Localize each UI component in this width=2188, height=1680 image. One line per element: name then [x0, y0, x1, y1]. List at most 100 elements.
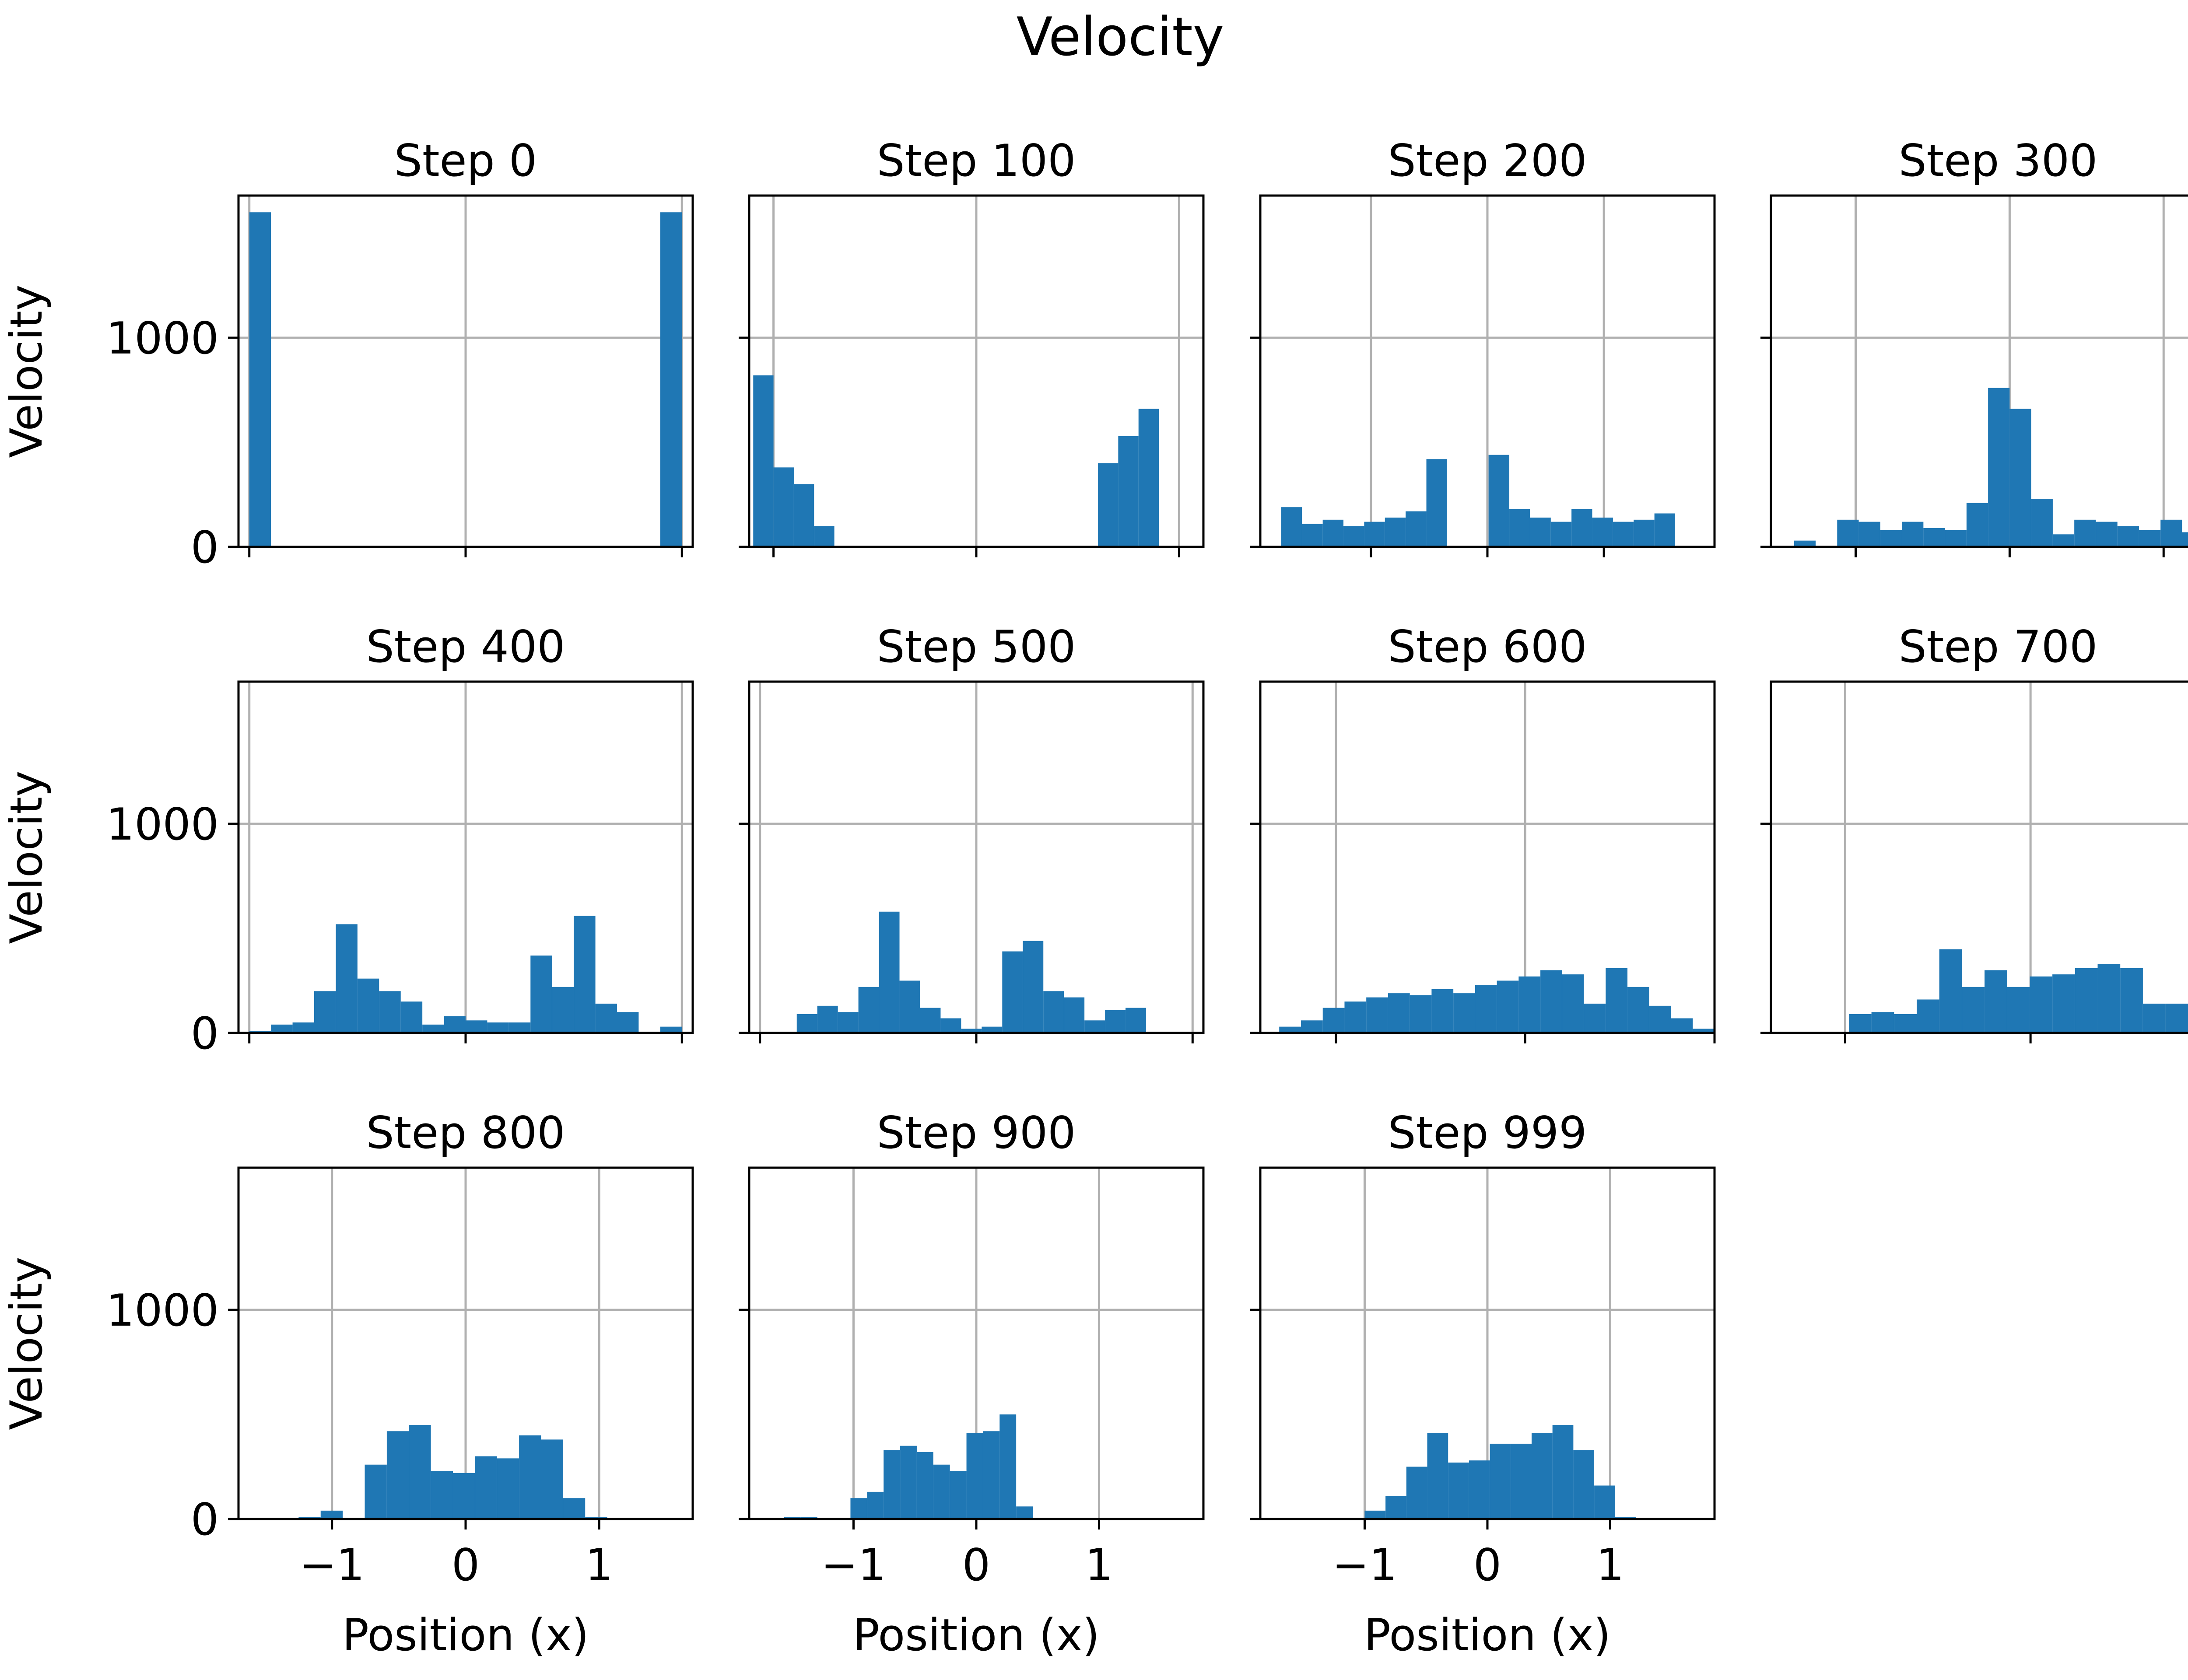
histogram-bar: [1366, 997, 1388, 1033]
axes-frame: [1770, 680, 2188, 1034]
histogram-bar: [2030, 976, 2053, 1033]
histogram-bar: [1016, 1506, 1033, 1519]
y-tick-label: 0: [191, 522, 219, 573]
histogram-bar: [1584, 1004, 1606, 1033]
histogram-bar: [1613, 522, 1634, 547]
histogram-bar: [940, 1018, 961, 1033]
histogram-bar: [1540, 970, 1562, 1033]
histogram-bar: [1917, 999, 1939, 1033]
histogram-bar: [422, 1024, 444, 1033]
subplot-2: [739, 194, 1205, 557]
histogram-bar: [1592, 518, 1613, 547]
x-tick-label: 0: [452, 1539, 480, 1591]
histogram-bar: [933, 1464, 950, 1519]
axes-frame: [1259, 680, 1716, 1034]
histogram-bar: [1562, 974, 1584, 1033]
histogram-bar: [1634, 519, 1655, 547]
histogram-bar: [1043, 991, 1064, 1033]
histogram-bar: [552, 987, 574, 1033]
histogram-bar: [379, 991, 401, 1033]
histogram-bar: [1385, 1496, 1406, 1519]
y-axis-label: Velocity: [0, 1256, 52, 1430]
y-tick-label: 1000: [106, 1284, 219, 1336]
histogram-bar: [1098, 463, 1119, 547]
histogram-bar: [916, 1452, 933, 1519]
histogram-bar: [753, 375, 774, 547]
histogram-bar: [2142, 1004, 2166, 1033]
histogram-bar: [1344, 1001, 1367, 1033]
subplot-4: [1760, 194, 2188, 557]
histogram-bar: [1322, 519, 1344, 547]
histogram-bar: [1490, 1443, 1511, 1519]
histogram-bar: [2139, 530, 2161, 547]
histogram-bar: [1649, 1005, 1671, 1033]
subplot-10: [739, 1166, 1205, 1530]
histogram-bar: [1573, 1450, 1595, 1519]
subplot-9: [228, 1166, 694, 1530]
histogram-bar: [884, 1450, 901, 1519]
histogram-bar: [2031, 499, 2053, 547]
histogram-bar: [2117, 526, 2139, 547]
histogram-bar: [475, 1456, 497, 1519]
subplot-3: [1250, 194, 1716, 557]
histogram-bar: [1923, 528, 1945, 547]
histogram-bar: [409, 1424, 431, 1519]
histogram-bar: [2096, 522, 2118, 547]
histogram-bar: [1385, 518, 1406, 547]
histogram-bar: [1693, 1029, 1715, 1033]
histogram-bar: [357, 978, 379, 1033]
histogram-bar: [1858, 522, 1880, 547]
panel-title: Step 900: [877, 1107, 1076, 1158]
x-tick-label: −1: [821, 1539, 886, 1591]
x-tick-label: 1: [585, 1539, 613, 1591]
histogram-bar: [1880, 530, 1902, 547]
x-axis-label: Position (x): [342, 1609, 589, 1661]
histogram-bar: [1594, 1485, 1615, 1519]
histogram-bar: [1469, 1460, 1490, 1519]
histogram-bar: [1531, 1433, 1553, 1519]
histogram-bar: [530, 956, 552, 1033]
histogram-bar: [660, 1026, 682, 1033]
histogram-bar: [1627, 987, 1649, 1033]
subplot-5: [228, 680, 694, 1043]
histogram-bar: [1118, 436, 1139, 547]
x-axis-label: Position (x): [853, 1609, 1100, 1661]
histogram-bar: [1448, 1462, 1469, 1519]
histogram-bar: [1509, 509, 1530, 547]
x-tick-label: −1: [1332, 1539, 1397, 1591]
histogram-bar: [1518, 976, 1541, 1033]
histogram-bar: [574, 916, 596, 1033]
histogram-bar: [773, 467, 794, 547]
panel-title: Step 400: [366, 621, 565, 672]
subplot-7: [1250, 680, 1716, 1043]
histogram-bar: [2052, 534, 2075, 547]
histogram-bar: [2075, 968, 2098, 1033]
histogram-bar: [1138, 409, 1159, 547]
histogram-bar: [1837, 519, 1859, 547]
histogram-bar: [595, 1004, 617, 1033]
histogram-bar: [1084, 1020, 1105, 1033]
histogram-bar: [899, 980, 920, 1033]
histogram-bar: [879, 911, 900, 1033]
y-tick-label: 1000: [106, 312, 219, 364]
x-tick-label: 0: [1473, 1539, 1501, 1591]
panel-title: Step 600: [1388, 621, 1587, 672]
histogram-bar: [1985, 970, 2007, 1033]
histogram-bar: [1410, 995, 1432, 1033]
histogram-bar: [900, 1446, 917, 1519]
histogram-bar: [2097, 964, 2121, 1033]
panel-title: Step 0: [394, 135, 537, 186]
histogram-bar: [400, 1001, 423, 1033]
histogram-bar: [249, 212, 271, 547]
panel-title: Step 500: [877, 621, 1076, 672]
histogram-bar: [1322, 1008, 1345, 1033]
y-tick-label: 1000: [106, 798, 219, 850]
histogram-bar: [487, 1022, 509, 1033]
histogram-bar: [2120, 968, 2143, 1033]
panel-title: Step 100: [877, 135, 1076, 186]
histogram-bar: [1794, 540, 1816, 547]
histogram-bar: [1388, 993, 1410, 1033]
subplot-1: [228, 194, 694, 557]
histogram-bar: [793, 484, 814, 547]
histogram-bar: [320, 1510, 343, 1519]
